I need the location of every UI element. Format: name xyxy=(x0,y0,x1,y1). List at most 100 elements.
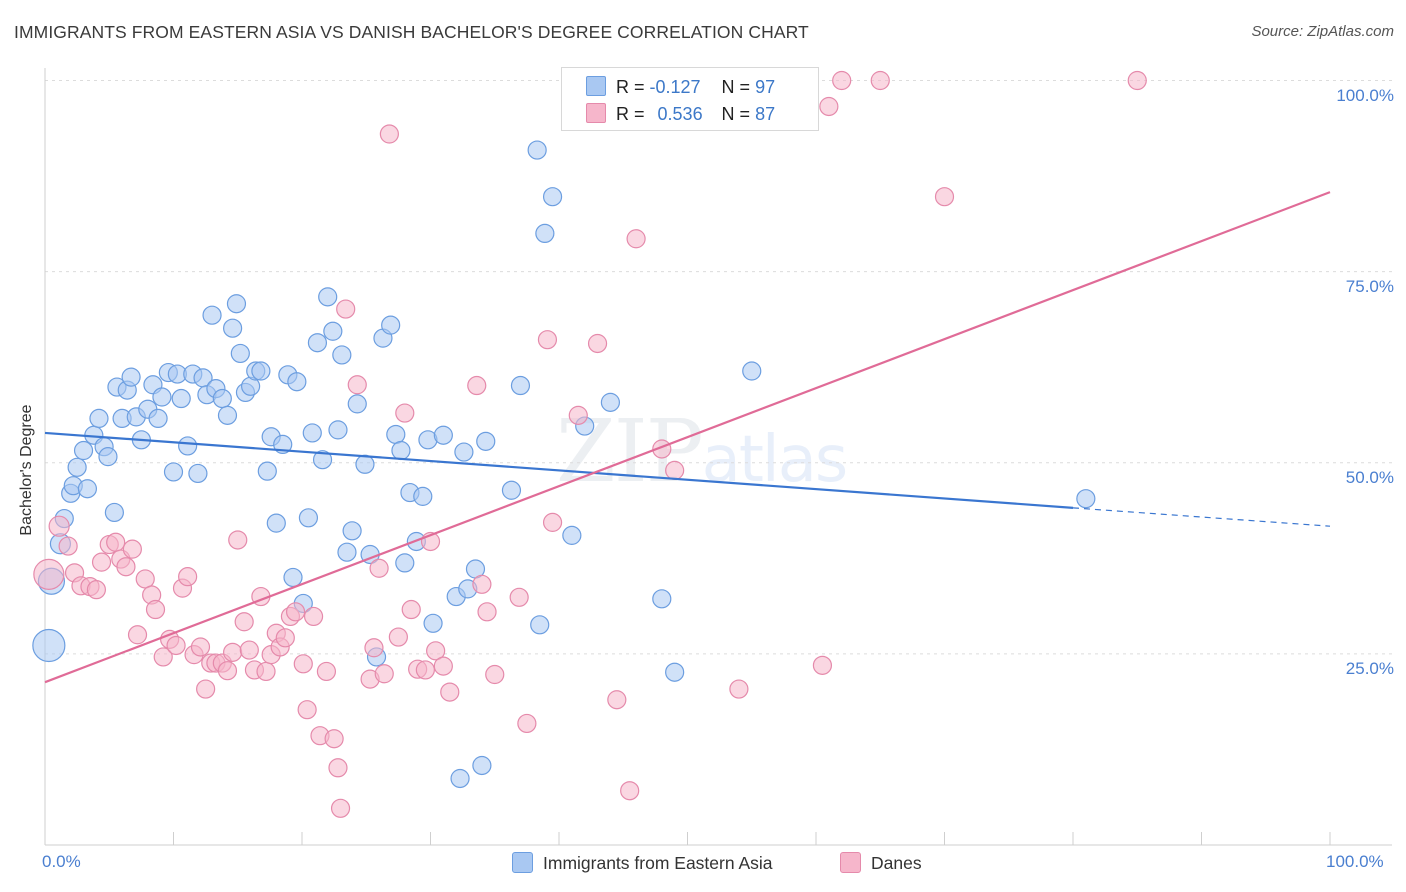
eastern-asia-point-79 xyxy=(454,442,474,462)
danes-point-43 xyxy=(297,700,317,720)
danes-point-28 xyxy=(217,661,238,681)
danes-trend-line xyxy=(44,191,1331,684)
eastern-asia-point-87 xyxy=(530,615,550,635)
legend-n-label-1: N = xyxy=(721,77,751,97)
eastern-asia-point-78 xyxy=(450,768,470,789)
y-tick-label-100: 100.0% xyxy=(1336,86,1394,105)
eastern-asia-point-10 xyxy=(89,408,109,429)
danes-point-81 xyxy=(729,679,749,699)
eastern-asia-point-38 xyxy=(226,294,247,314)
danes-point-17 xyxy=(153,647,173,667)
danes-point-21 xyxy=(178,567,198,587)
danes-point-78 xyxy=(626,229,646,249)
eastern-asia-point-8 xyxy=(77,479,98,499)
eastern-asia-point-33 xyxy=(202,305,222,325)
eastern-asia-point-88 xyxy=(535,223,555,243)
source-credit: Source: ZipAtlas.com xyxy=(1251,23,1394,40)
legend-r-value-1: -0.127 xyxy=(649,77,701,97)
eastern-asia-trend-extension xyxy=(1072,507,1331,527)
eastern-asia-point-73 xyxy=(413,486,433,506)
eastern-asia-point-30 xyxy=(188,463,208,484)
legend-row-danes: R = 0.536 N = 87 xyxy=(586,103,775,125)
danes-point-57 xyxy=(388,627,408,647)
danes-point-54 xyxy=(369,558,389,578)
eastern-asia-point-52 xyxy=(298,508,319,528)
eastern-asia-point-54 xyxy=(307,333,328,353)
bottom-legend-eastern-asia: Immigrants from Eastern Asia xyxy=(512,852,773,874)
danes-point-13 xyxy=(127,625,148,645)
danes-point-76 xyxy=(607,690,627,710)
danes-point-82 xyxy=(812,655,833,675)
eastern-asia-point-0 xyxy=(32,628,66,663)
legend-r-value-2: 0.536 xyxy=(657,104,703,124)
danes-point-58 xyxy=(395,403,415,423)
eastern-asia-point-25 xyxy=(163,462,184,482)
danes-point-86 xyxy=(934,187,955,207)
danes-point-65 xyxy=(440,682,460,702)
danes-point-85 xyxy=(870,70,890,91)
eastern-asia-point-61 xyxy=(342,521,362,541)
danes-point-9 xyxy=(106,532,126,552)
eastern-asia-point-85 xyxy=(510,375,531,396)
danes-point-12 xyxy=(122,539,142,559)
danes-point-48 xyxy=(328,758,348,778)
eastern-asia-point-95 xyxy=(742,361,762,381)
legend-n-label-2: N = xyxy=(721,104,751,124)
danes-point-0 xyxy=(33,558,65,590)
danes-point-63 xyxy=(426,641,446,661)
eastern-asia-point-46 xyxy=(266,513,286,533)
y-tick-label-50: 50.0% xyxy=(1345,468,1394,487)
danes-point-68 xyxy=(477,602,497,622)
danes-point-73 xyxy=(542,512,563,532)
eastern-asia-point-43 xyxy=(251,361,271,381)
eastern-asia-point-82 xyxy=(472,755,492,776)
danes-point-42 xyxy=(293,654,313,674)
pink-swatch xyxy=(586,103,606,123)
danes-point-11 xyxy=(116,557,136,577)
danes-point-67 xyxy=(472,574,492,594)
danes-point-71 xyxy=(517,713,537,734)
danes-point-50 xyxy=(336,299,356,319)
watermark-atlas: atlas xyxy=(701,423,849,497)
danes-point-6 xyxy=(86,580,107,600)
eastern-asia-point-27 xyxy=(171,388,191,409)
eastern-asia-point-63 xyxy=(355,454,375,474)
y-tick-label-75: 75.0% xyxy=(1345,277,1394,296)
eastern-asia-point-94 xyxy=(665,662,685,682)
eastern-asia-point-84 xyxy=(501,480,522,500)
eastern-asia-point-17 xyxy=(121,367,141,387)
eastern-asia-point-23 xyxy=(152,387,172,407)
danes-point-19 xyxy=(166,635,186,656)
legend-n-value-2: 87 xyxy=(755,104,776,124)
eastern-asia-point-44 xyxy=(257,461,277,481)
danes-point-29 xyxy=(223,642,243,662)
eastern-asia-point-76 xyxy=(433,425,453,445)
danes-point-83 xyxy=(819,96,839,117)
danes-point-70 xyxy=(509,587,529,607)
danes-point-2 xyxy=(58,536,78,556)
danes-point-55 xyxy=(374,664,394,684)
eastern-asia-point-7 xyxy=(73,440,94,461)
danes-point-35 xyxy=(256,661,276,682)
eastern-asia-point-12 xyxy=(98,447,118,467)
x-tick-label-100: 100.0% xyxy=(1326,852,1384,871)
y-tick-label-25: 25.0% xyxy=(1345,659,1394,678)
eastern-asia-point-69 xyxy=(391,440,411,461)
watermark: ZIPatlas xyxy=(556,402,849,502)
danes-point-51 xyxy=(347,375,367,395)
y-axis-label: Bachelor's Degree xyxy=(18,404,35,536)
eastern-asia-point-67 xyxy=(381,315,401,335)
eastern-asia-point-35 xyxy=(212,388,232,409)
eastern-asia-point-86 xyxy=(527,140,547,160)
danes-point-80 xyxy=(665,460,685,480)
eastern-asia-point-92 xyxy=(600,392,621,412)
danes-point-31 xyxy=(234,612,254,632)
danes-point-39 xyxy=(275,628,295,648)
eastern-asia-point-68 xyxy=(386,424,406,445)
danes-point-87 xyxy=(1127,70,1147,91)
x-tick-label-0: 0.0% xyxy=(42,852,81,871)
legend-row-eastern-asia: R = -0.127 N = 97 xyxy=(586,76,775,98)
eastern-asia-point-49 xyxy=(283,567,303,588)
eastern-asia-point-6 xyxy=(67,457,87,477)
